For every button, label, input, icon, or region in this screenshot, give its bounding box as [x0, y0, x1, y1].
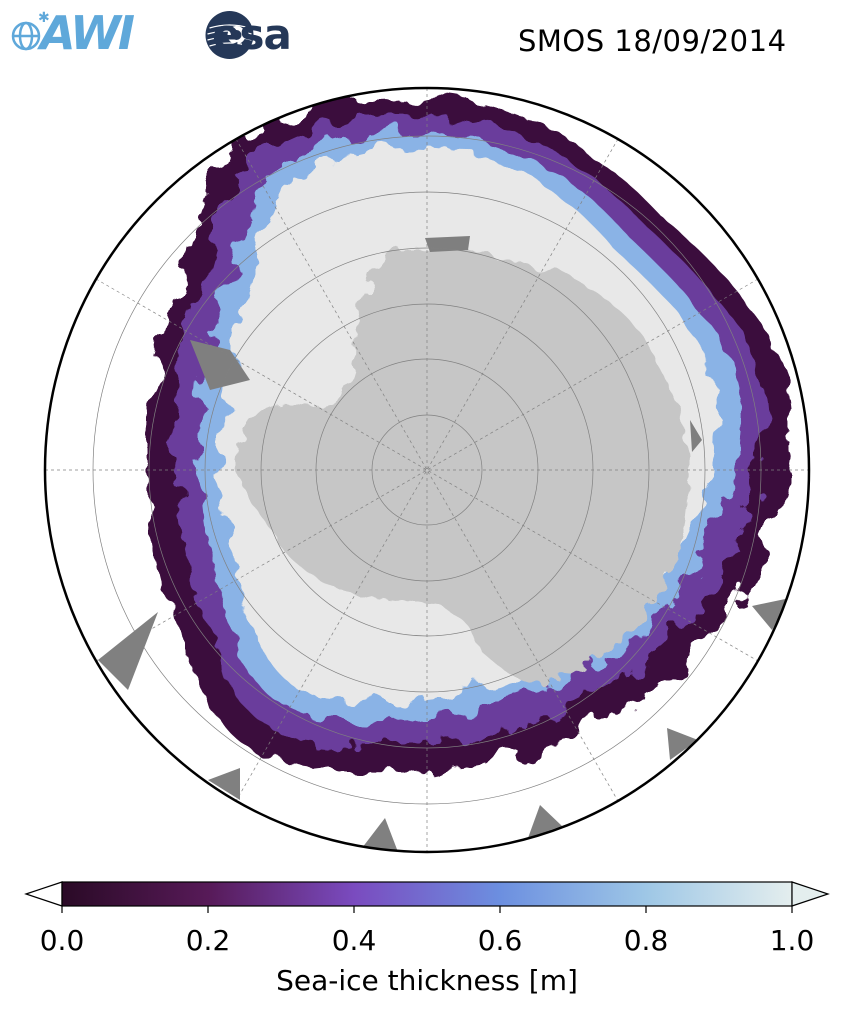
colorbar-extend-max	[791, 881, 830, 907]
antarctic-map	[43, 86, 811, 854]
colorbar-tick-label: 0.0	[39, 924, 85, 957]
colorbar-tick-label: 0.8	[623, 924, 669, 957]
no-data-wedge	[98, 612, 158, 690]
esa-logo-text: esa	[212, 10, 292, 59]
awi-logo: ✱	[11, 10, 50, 51]
colorbar-gradient	[61, 881, 793, 907]
map-title: SMOS 18/09/2014	[518, 24, 787, 58]
no-data-wedge	[208, 768, 240, 800]
awi-logo-text: AWI	[40, 6, 135, 60]
colorbar-ticks	[61, 906, 793, 913]
esa-logo-mark	[205, 11, 254, 59]
colorbar-label: Sea-ice thickness [m]	[276, 964, 578, 997]
ice-shelf	[690, 420, 702, 452]
no-data-wedge	[362, 818, 398, 852]
globe-icon	[11, 21, 41, 51]
no-data-wedge	[667, 728, 698, 760]
meridians	[45, 88, 809, 852]
colorbar-tick-label: 0.6	[477, 924, 523, 957]
ice-shelf	[190, 340, 250, 390]
colorbar-extend-min	[24, 881, 63, 907]
colorbar-tick-label: 0.4	[331, 924, 377, 957]
colorbar-tick-label: 1.0	[769, 924, 815, 957]
colorbar	[24, 881, 830, 913]
colorbar-tick-label: 0.2	[185, 924, 231, 957]
antarctica-landmass	[235, 248, 689, 683]
ice-shelf	[425, 236, 470, 252]
map-boundary	[43, 86, 811, 854]
no-data-wedge	[528, 805, 562, 838]
no-data-wedge	[752, 598, 790, 630]
snowflake-icon: ✱	[38, 10, 50, 26]
